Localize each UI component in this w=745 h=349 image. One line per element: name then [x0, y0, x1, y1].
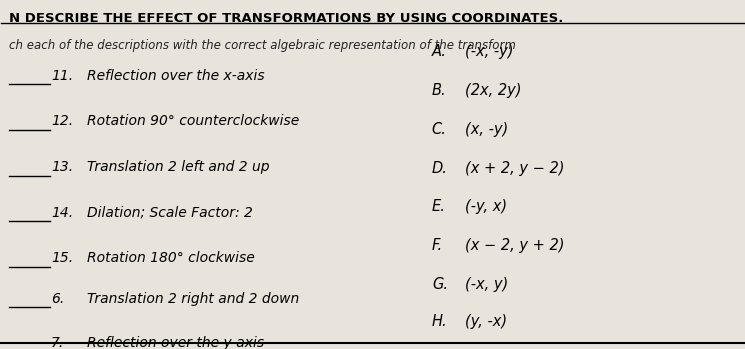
- Text: N DESCRIBE THE EFFECT OF TRANSFORMATIONS BY USING COORDINATES.: N DESCRIBE THE EFFECT OF TRANSFORMATIONS…: [9, 12, 563, 24]
- Text: Reflection over the y-axis: Reflection over the y-axis: [86, 336, 264, 349]
- Text: Translation 2 right and 2 down: Translation 2 right and 2 down: [86, 292, 299, 306]
- Text: Rotation 180° clockwise: Rotation 180° clockwise: [86, 251, 255, 265]
- Text: Dilation; Scale Factor: 2: Dilation; Scale Factor: 2: [86, 206, 253, 220]
- Text: (-x, y): (-x, y): [466, 277, 509, 292]
- Text: (x − 2, y + 2): (x − 2, y + 2): [466, 238, 565, 253]
- Text: 11.: 11.: [51, 68, 73, 83]
- Text: 7.: 7.: [51, 336, 64, 349]
- Text: B.: B.: [432, 83, 446, 98]
- Text: Rotation 90° counterclockwise: Rotation 90° counterclockwise: [86, 114, 299, 128]
- Text: D.: D.: [432, 161, 448, 176]
- Text: (-y, x): (-y, x): [466, 199, 507, 214]
- Text: 15.: 15.: [51, 251, 73, 265]
- Text: (2x, 2y): (2x, 2y): [466, 83, 522, 98]
- Text: 12.: 12.: [51, 114, 73, 128]
- Text: 14.: 14.: [51, 206, 73, 220]
- Text: ch each of the descriptions with the correct algebraic representation of the tra: ch each of the descriptions with the cor…: [9, 39, 516, 52]
- Text: (x + 2, y − 2): (x + 2, y − 2): [466, 161, 565, 176]
- Text: Translation 2 left and 2 up: Translation 2 left and 2 up: [86, 160, 269, 174]
- Text: H.: H.: [432, 314, 448, 329]
- Text: A.: A.: [432, 44, 447, 59]
- Text: C.: C.: [432, 122, 447, 137]
- Text: (x, -y): (x, -y): [466, 122, 509, 137]
- Text: E.: E.: [432, 199, 446, 214]
- Text: G.: G.: [432, 277, 448, 292]
- Text: (y, -x): (y, -x): [466, 314, 507, 329]
- Text: (-x, -y): (-x, -y): [466, 44, 514, 59]
- Text: F.: F.: [432, 238, 443, 253]
- Text: 13.: 13.: [51, 160, 73, 174]
- Text: 6.: 6.: [51, 292, 64, 306]
- Text: Reflection over the x-axis: Reflection over the x-axis: [86, 68, 264, 83]
